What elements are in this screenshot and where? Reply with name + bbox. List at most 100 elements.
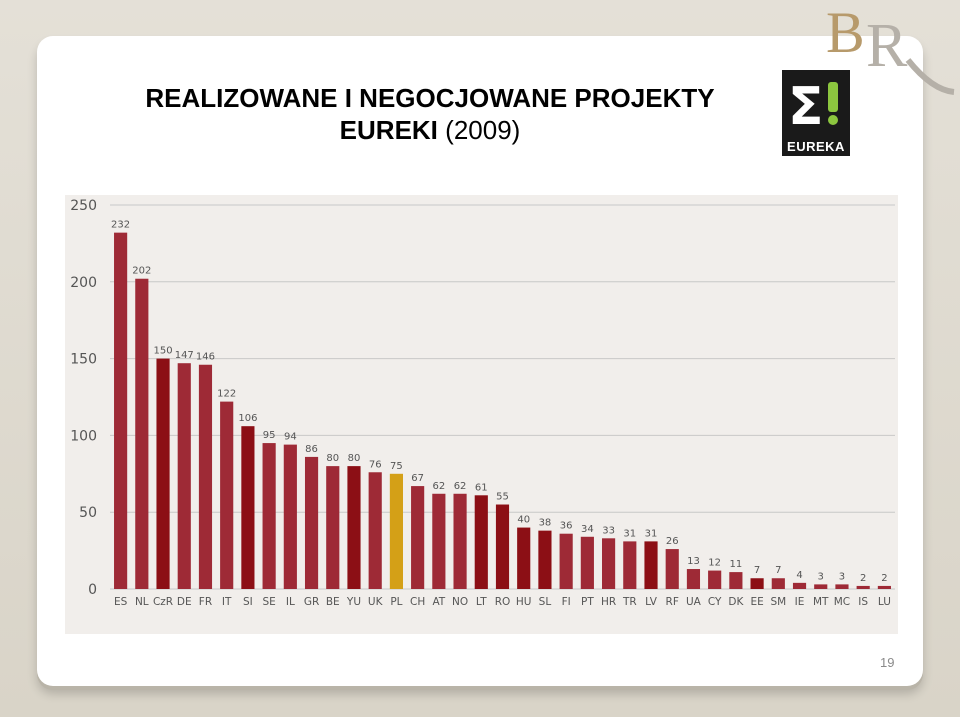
eureka-logo: Σ EUREKA [782, 70, 850, 156]
data-label: 80 [348, 453, 361, 464]
y-tick-label: 150 [70, 352, 97, 368]
x-tick-label: IE [795, 596, 805, 608]
x-tick-label: HU [516, 596, 532, 608]
y-tick-label: 100 [70, 428, 97, 444]
data-label: 33 [602, 525, 615, 536]
x-tick-label: CY [708, 596, 722, 608]
data-label: 2 [860, 573, 866, 584]
title-line-2: EUREKI (2009) [100, 114, 760, 146]
bar-at [432, 493, 446, 589]
data-label: 76 [369, 459, 382, 470]
bar-it [220, 401, 234, 589]
data-label: 147 [175, 350, 194, 361]
bar-se [262, 443, 276, 589]
x-tick-label: LV [645, 596, 658, 608]
x-tick-label: DK [728, 596, 744, 608]
title-year: (2009) [445, 115, 521, 145]
data-label: 7 [754, 565, 760, 576]
x-tick-label: DE [177, 596, 192, 608]
x-tick-label: MC [834, 596, 850, 608]
data-label: 67 [411, 473, 424, 484]
bar-czr [156, 358, 170, 589]
bar-es [114, 232, 128, 589]
data-label: 94 [284, 432, 297, 443]
bar-chart: 050100150200250232ES202NL150CzR147DE146F… [70, 198, 895, 608]
x-tick-label: IT [222, 596, 232, 608]
data-label: 232 [111, 220, 130, 231]
x-tick-label: HR [601, 596, 616, 608]
x-tick-label: ES [114, 596, 128, 608]
data-label: 202 [132, 266, 151, 277]
bar-hr [602, 538, 616, 589]
data-label: 12 [708, 558, 721, 569]
x-tick-label: SM [770, 596, 786, 608]
bar-ie [792, 582, 807, 589]
bar-dk [729, 572, 743, 589]
data-label: 146 [196, 352, 215, 363]
data-label: 3 [818, 571, 824, 582]
bar-sl [538, 530, 552, 589]
x-tick-label: MT [813, 596, 829, 608]
data-label: 95 [263, 430, 276, 441]
x-tick-label: IS [858, 596, 868, 608]
bar-yu [347, 466, 361, 589]
x-tick-label: SE [262, 596, 275, 608]
svg-text:Σ: Σ [788, 77, 824, 137]
bar-ro [495, 504, 510, 589]
bar-rf [665, 549, 679, 589]
x-tick-label: NL [135, 596, 149, 608]
chart-panel: 0 50 100 150 200 250 232 ES 202 NL 150 CzR 147 DE 146 F… [65, 195, 898, 634]
bar-mc [835, 584, 849, 589]
bar-tr [623, 541, 637, 589]
bar-lt [474, 495, 488, 589]
bar-is [856, 585, 870, 589]
br-logo-letter-r: R [866, 12, 908, 80]
x-tick-label: NO [452, 596, 468, 608]
data-label: 7 [775, 565, 781, 576]
data-label: 62 [454, 481, 467, 492]
bar-uk [368, 472, 382, 589]
x-tick-label: LT [476, 596, 487, 608]
x-tick-label: SI [243, 596, 253, 608]
data-label: 26 [666, 536, 679, 547]
x-tick-label: BE [326, 596, 340, 608]
data-label: 61 [475, 482, 488, 493]
bar-be [326, 466, 340, 589]
data-label: 80 [326, 453, 339, 464]
bar-hu [517, 527, 531, 589]
x-tick-label: AT [432, 596, 445, 608]
bar-il [283, 444, 297, 589]
data-label: 38 [539, 518, 552, 529]
bar-de [177, 363, 191, 589]
bar-pt [580, 536, 594, 589]
bar-cy [708, 570, 722, 589]
bar-ee [750, 578, 764, 589]
bar-ua [686, 569, 701, 589]
bar-si [241, 426, 255, 589]
x-tick-label: FI [562, 596, 571, 608]
data-label: 11 [730, 559, 743, 570]
x-tick-label: PL [390, 596, 402, 608]
data-label: 31 [645, 528, 658, 539]
x-tick-label: TR [622, 596, 637, 608]
data-label: 3 [839, 571, 845, 582]
x-tick-label: GR [304, 596, 319, 608]
data-label: 34 [581, 524, 594, 535]
data-label: 40 [517, 515, 530, 526]
eureka-logo-text: EUREKA [787, 139, 845, 154]
x-tick-label: YU [346, 596, 361, 608]
data-label: 150 [153, 346, 172, 357]
bar-no [453, 493, 467, 589]
x-tick-label: EE [750, 596, 763, 608]
x-tick-label: RF [666, 596, 679, 608]
data-label: 62 [432, 481, 445, 492]
data-label: 31 [623, 528, 636, 539]
x-tick-label: CzR [153, 596, 173, 608]
title-line-1: REALIZOWANE I NEGOCJOWANE PROJEKTY [145, 83, 715, 113]
data-label: 4 [796, 570, 802, 581]
y-tick-label: 200 [70, 275, 97, 291]
data-label: 122 [217, 389, 236, 400]
x-tick-label: RO [495, 596, 511, 608]
data-label: 106 [238, 413, 257, 424]
x-tick-label: UK [368, 596, 384, 608]
